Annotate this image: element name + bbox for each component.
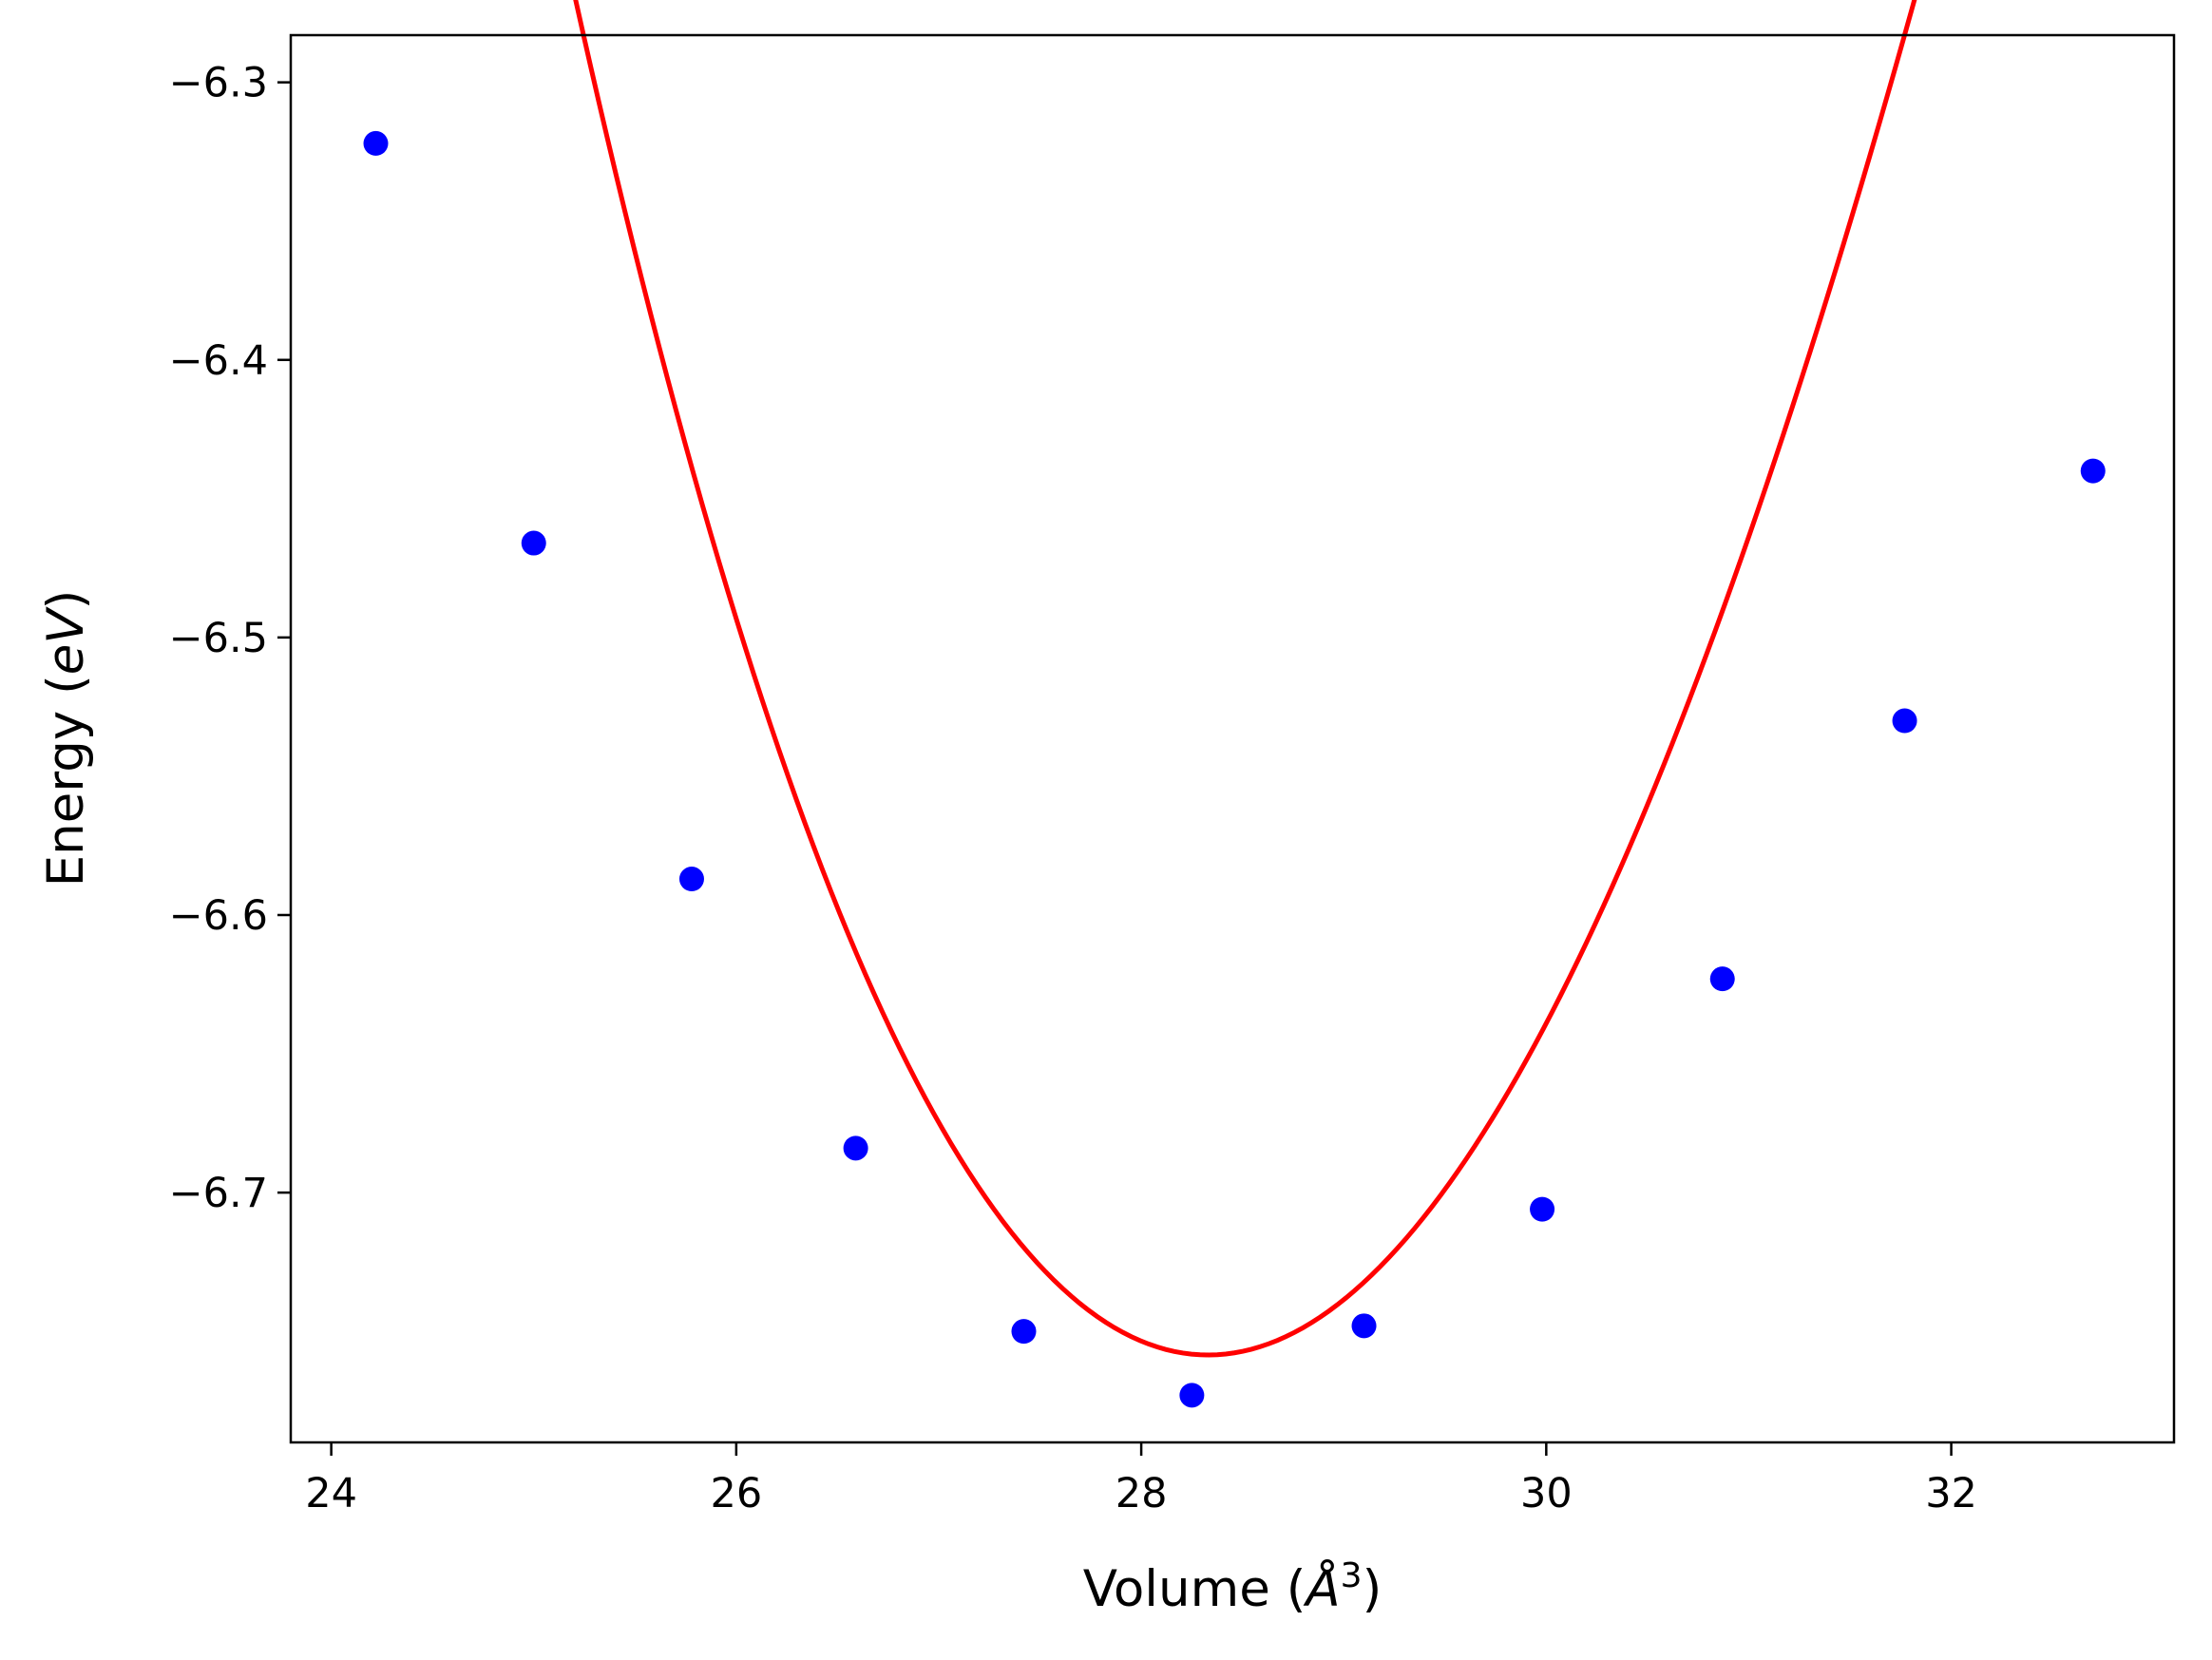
x-tick-label: 32 — [1925, 1470, 1977, 1517]
axes-frame — [289, 33, 2176, 1444]
x-axis-label: Volume (Å3) — [1083, 1556, 1382, 1619]
data-points-layer — [363, 130, 2106, 1408]
data-point — [363, 130, 389, 156]
data-point — [521, 530, 546, 556]
x-tick-label: 28 — [1116, 1470, 1168, 1517]
fit-curve-layer — [573, 0, 1917, 1358]
data-point — [1011, 1319, 1037, 1345]
data-point — [678, 867, 704, 892]
data-point — [1351, 1313, 1377, 1339]
y-axis-ticks: −6.3 −6.4 −6.5 −6.6 −6.7 — [169, 60, 291, 1217]
data-point — [1530, 1196, 1555, 1222]
y-tick-label: −6.5 — [169, 615, 268, 662]
plot-area — [363, 0, 2106, 1408]
x-axis-ticks: 24 26 28 30 32 — [305, 1442, 1977, 1517]
x-tick-label: 30 — [1520, 1470, 1573, 1517]
data-point — [843, 1135, 868, 1161]
y-tick-label: −6.7 — [169, 1170, 268, 1217]
y-axis-label: Energy (eV) — [37, 590, 95, 887]
data-point — [2080, 458, 2106, 484]
data-point — [1179, 1383, 1205, 1408]
y-tick-label: −6.4 — [169, 337, 268, 385]
fit-curve — [573, 0, 1917, 1358]
y-tick-label: −6.3 — [169, 60, 268, 107]
x-tick-label: 24 — [305, 1470, 357, 1517]
x-tick-label: 26 — [711, 1470, 763, 1517]
y-tick-label: −6.6 — [169, 892, 268, 940]
data-point — [1892, 708, 1917, 734]
data-point — [1709, 966, 1735, 992]
